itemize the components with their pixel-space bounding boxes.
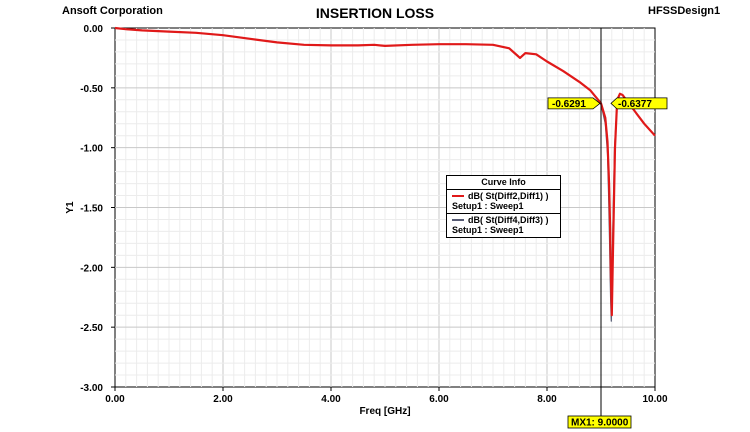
marker-value-tag-2	[610, 97, 668, 110]
legend-swatch-2	[452, 219, 464, 221]
legend-title: Curve Info	[481, 177, 526, 187]
marker-x-tag	[567, 415, 632, 429]
y-tick-label: -1.50	[80, 204, 103, 215]
y-tick-label: -1.00	[80, 144, 103, 155]
y-tick-label: -2.50	[80, 323, 103, 334]
marker-group[interactable]: -0.6291 -0.6377 MX1: 9.0000	[547, 28, 668, 429]
y-tick-label: -3.00	[80, 383, 103, 394]
legend-series-name-1: dB( St(Diff2,Diff1) )	[468, 191, 549, 201]
series-group	[114, 26, 656, 322]
marker-value-tag-1	[547, 97, 601, 110]
legend-entry-2[interactable]: dB( St(Diff4,Diff3) ) Setup1 : Sweep1	[447, 213, 560, 237]
company-label: Ansoft Corporation	[62, 5, 163, 17]
y-axis-label: Y1	[65, 201, 76, 214]
x-tick-label: 4.00	[321, 394, 341, 405]
legend[interactable]: Curve Info dB( St(Diff2,Diff1) ) Setup1 …	[446, 175, 561, 238]
x-axis-label: Freq [GHz]	[359, 406, 410, 417]
x-tick-label: 10.00	[642, 394, 667, 405]
marker-value-2: -0.6377	[618, 99, 652, 110]
x-tick-label: 8.00	[537, 394, 557, 405]
legend-entry-1[interactable]: dB( St(Diff2,Diff1) ) Setup1 : Sweep1	[447, 189, 560, 213]
x-tick-label: 6.00	[429, 394, 449, 405]
legend-setup-2: Setup1 : Sweep1	[452, 225, 524, 235]
legend-series-name-2: dB( St(Diff4,Diff3) )	[468, 215, 549, 225]
legend-setup-1: Setup1 : Sweep1	[452, 201, 524, 211]
y-tick-label: -2.00	[80, 263, 103, 274]
grid	[115, 28, 655, 387]
chart-title: INSERTION LOSS	[315, 5, 435, 21]
marker-value-1: -0.6291	[552, 99, 586, 110]
x-tick-label: 2.00	[213, 394, 233, 405]
series-line-1	[114, 26, 656, 317]
y-axis: 0.00 -0.50 -1.00 -1.50 -2.00 -2.50 -3.00	[80, 24, 115, 394]
legend-swatch-1	[452, 195, 464, 197]
y-tick-label: 0.00	[84, 24, 104, 35]
marker-x-label: MX1: 9.0000	[571, 418, 629, 429]
x-axis: 0.00 2.00 4.00 6.00 8.00 10.00	[105, 387, 668, 405]
x-tick-label: 0.00	[105, 394, 125, 405]
y-tick-label: -0.50	[80, 84, 103, 95]
design-label: HFSSDesign1	[648, 5, 721, 17]
